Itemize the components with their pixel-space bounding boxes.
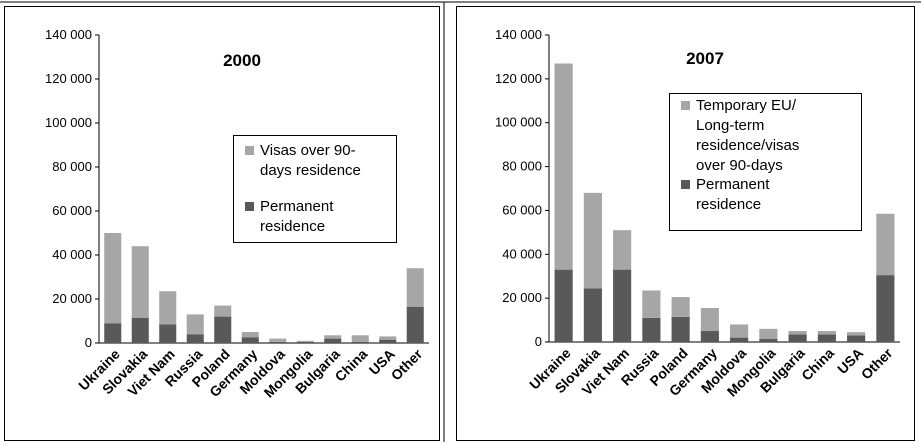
legend-label: over 90-days <box>696 157 783 174</box>
bar-permanent <box>554 269 573 342</box>
bar-temporary <box>817 331 836 335</box>
bar-permanent <box>583 288 602 342</box>
y-tick-label: 40 000 <box>502 246 542 261</box>
y-tick-label: 0 <box>85 335 92 350</box>
legend: Visas over 90- days residence Permanent res… <box>233 135 397 243</box>
y-tick-label: 80 000 <box>502 159 542 174</box>
bar-permanent <box>406 306 424 343</box>
y-tick-label: 120 000 <box>495 71 542 86</box>
bar-permanent <box>351 341 369 343</box>
legend-box <box>669 93 862 231</box>
legend-label: residence <box>260 218 325 235</box>
bar-permanent <box>700 331 719 342</box>
legend-label: Permanent <box>260 198 334 215</box>
bar-permanent <box>104 323 122 343</box>
bar-temporary <box>700 308 719 332</box>
bar-temporary <box>406 268 424 307</box>
y-tick-label: 100 000 <box>495 115 542 130</box>
legend-swatch <box>681 180 690 189</box>
bar-permanent <box>788 334 807 342</box>
legend-label: residence <box>696 196 761 213</box>
bar-permanent <box>214 316 232 343</box>
bar-temporary <box>269 338 287 342</box>
bar-temporary <box>730 324 749 338</box>
bar-permanent <box>759 338 778 342</box>
bar-temporary <box>296 340 314 342</box>
bar-temporary <box>671 297 690 317</box>
bar-temporary <box>159 291 177 325</box>
bar-permanent <box>269 341 287 343</box>
legend-swatch <box>245 146 254 155</box>
y-tick-label: 20 000 <box>52 291 92 306</box>
bar-temporary <box>613 230 632 270</box>
legend-label: Visas over 90- <box>260 142 356 159</box>
y-tick-label: 120 000 <box>45 71 92 86</box>
y-tick-label: 80 000 <box>52 159 92 174</box>
legend-swatch <box>681 101 690 110</box>
legend: Temporary EU/Long-term residence/visas ove… <box>669 93 862 231</box>
panel-frame <box>456 6 915 441</box>
x-tick-label: China <box>332 346 371 385</box>
bar-temporary <box>554 63 573 270</box>
bar-temporary <box>186 314 204 335</box>
bar-permanent <box>876 275 895 342</box>
bar-temporary <box>241 332 259 338</box>
y-tick-label: 20 000 <box>502 290 542 305</box>
chart-2007: 0 20 000 40 000 60 000 80 000 100 000 120 000 1… <box>495 27 900 400</box>
y-tick-label: 0 <box>535 334 542 349</box>
bar-permanent <box>324 338 342 343</box>
bar-temporary <box>131 246 149 318</box>
bar-permanent <box>241 337 259 343</box>
y-tick-label: 60 000 <box>52 203 92 218</box>
legend-box <box>233 135 397 243</box>
y-tick-label: 140 000 <box>495 27 542 42</box>
panel-frame <box>4 6 440 441</box>
bar-temporary <box>759 328 778 339</box>
legend-label: Temporary EU/ <box>696 97 797 114</box>
legend-label: residence/visas <box>696 137 799 154</box>
bar-temporary <box>379 336 397 340</box>
y-tick-label: 100 000 <box>45 115 92 130</box>
chart-2000: 0 20 000 40 000 60 000 80 000 100 000 120 000 1… <box>45 27 429 401</box>
bar-permanent <box>131 317 149 343</box>
bar-temporary <box>214 305 232 317</box>
bar-permanent <box>642 317 661 342</box>
chart-title: 2007 <box>686 49 724 68</box>
bar-permanent <box>730 337 749 342</box>
bar-permanent <box>671 316 690 342</box>
bar-permanent <box>159 324 177 343</box>
bar-permanent <box>847 335 866 342</box>
bar-temporary <box>583 192 602 289</box>
bar-permanent <box>186 334 204 343</box>
bar-temporary <box>351 335 369 342</box>
bar-temporary <box>847 332 866 336</box>
bar-permanent <box>296 341 314 343</box>
legend-label: Permanent <box>696 176 770 193</box>
bar-permanent <box>817 334 836 342</box>
legend-label: Long-term <box>696 117 764 134</box>
bar-permanent <box>379 339 397 343</box>
x-tick-label: Other <box>858 344 896 382</box>
bar-permanent <box>613 269 632 342</box>
chart-title: 2000 <box>223 51 261 70</box>
bar-temporary <box>788 331 807 335</box>
bar-temporary <box>876 213 895 276</box>
legend-label: days residence <box>260 162 361 179</box>
x-tick-label: Other <box>388 345 426 383</box>
bar-temporary <box>642 290 661 318</box>
legend-swatch <box>245 202 254 211</box>
y-tick-label: 60 000 <box>502 202 542 217</box>
y-tick-label: 40 000 <box>52 247 92 262</box>
bar-temporary <box>104 233 122 324</box>
bar-temporary <box>324 335 342 339</box>
x-tick-label: China <box>798 345 837 384</box>
y-tick-label: 140 000 <box>45 27 92 42</box>
